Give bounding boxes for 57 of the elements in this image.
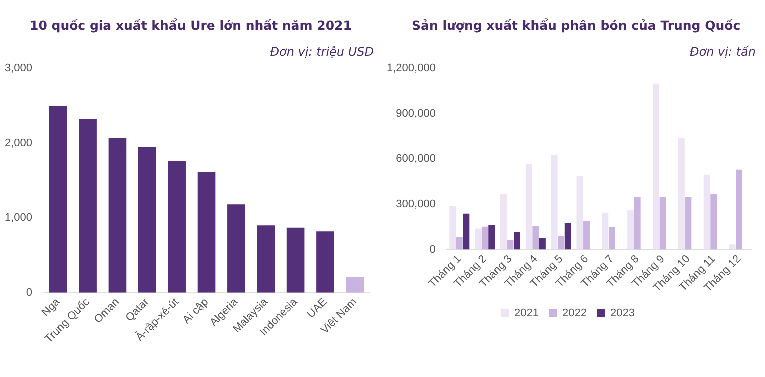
- bar: [532, 226, 540, 250]
- bar: [539, 238, 546, 250]
- chart-subtitle: Đơn vị: tấn: [688, 45, 756, 59]
- bar: [729, 244, 736, 250]
- y-tick-label: 300,000: [396, 198, 436, 211]
- y-tick-label: 900,000: [396, 108, 436, 120]
- y-tick-label: 1,200,000: [387, 62, 436, 75]
- bar: [488, 225, 496, 250]
- bar: [463, 214, 470, 250]
- chart-title: Sản lượng xuất khẩu phân bón của Trung Quốc: [412, 18, 742, 33]
- bar: [660, 197, 666, 250]
- bar: [450, 206, 456, 250]
- bar: [286, 228, 305, 293]
- bar: [228, 204, 246, 293]
- bar: [558, 236, 565, 250]
- bar: [526, 164, 532, 250]
- legend-label: 2021: [514, 308, 540, 320]
- bar: [49, 106, 68, 293]
- bar: [482, 226, 488, 250]
- bar: [653, 84, 660, 250]
- y-tick-label: 1,000: [4, 212, 33, 224]
- bar: [456, 236, 463, 250]
- y-tick-label: 0: [26, 286, 33, 299]
- legend-label: 2023: [610, 308, 635, 320]
- chart-title: 10 quốc gia xuất khẩu Ure lớn nhất năm 2021: [30, 18, 353, 33]
- y-tick-label: 600,000: [396, 153, 436, 166]
- bar: [79, 119, 97, 293]
- bar: [576, 176, 584, 250]
- bar: [736, 170, 743, 250]
- bar: [514, 232, 520, 250]
- bar: [551, 154, 558, 250]
- bar: [710, 194, 718, 250]
- bar: [108, 138, 127, 293]
- bar: [138, 147, 156, 293]
- bar: [316, 232, 334, 293]
- y-tick-label: 2,000: [4, 137, 33, 150]
- bar: [564, 223, 572, 250]
- bar: [608, 227, 616, 250]
- chart-subtitle: Đơn vị: triệu USD: [269, 45, 374, 59]
- bar: [685, 197, 692, 250]
- y-tick-label: 0: [430, 244, 436, 256]
- bar: [704, 174, 710, 250]
- bar: [346, 277, 364, 293]
- bar: [678, 138, 685, 250]
- bar: [628, 210, 634, 250]
- bar: [602, 214, 609, 250]
- bar: [634, 197, 641, 250]
- legend-label: 2022: [562, 308, 587, 320]
- bar: [475, 228, 482, 250]
- x-tick-label: Nga: [40, 296, 64, 320]
- bar: [168, 161, 186, 293]
- bar: [198, 172, 216, 293]
- bar: [257, 226, 276, 293]
- bar: [500, 194, 507, 250]
- y-tick-label: 3,000: [4, 62, 33, 75]
- x-tick-label: Ai cập: [180, 296, 212, 326]
- bar: [584, 221, 590, 250]
